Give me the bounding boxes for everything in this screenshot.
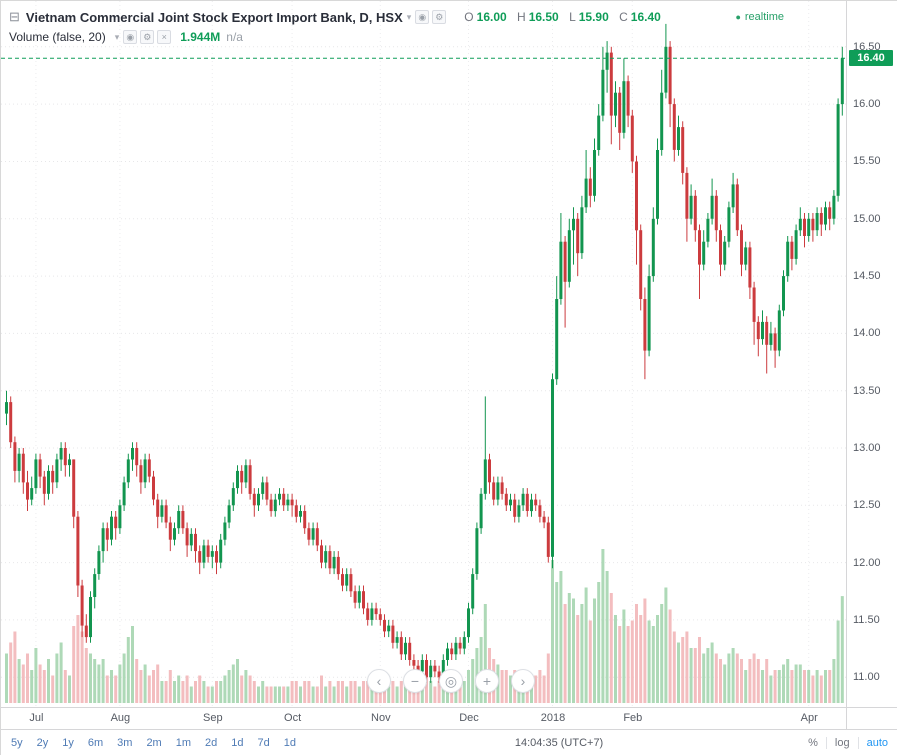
price-axis[interactable]: 16.40 16.50 16.00 15.50 15.00 14.50 14.00 13.5… — [846, 1, 897, 707]
chevron-left-button[interactable]: ‹ — [367, 669, 391, 693]
range-button-2m[interactable]: 2m — [146, 737, 162, 749]
volume-legend-row: Volume (false, 20) ▾ ◉ ⚙ × 1.944M n/a — [9, 27, 661, 47]
low-label: L — [569, 10, 576, 24]
reset-view-button[interactable]: ◎ — [439, 669, 463, 693]
price-axis-label: 11.00 — [853, 671, 880, 684]
time-axis-label: Feb — [623, 712, 643, 724]
eye-icon[interactable]: ◉ — [123, 30, 138, 44]
close-label: C — [619, 10, 628, 24]
time-axis[interactable]: Jul Aug Sep Oct Nov Dec 2018 Feb Apr — [1, 707, 846, 729]
clock[interactable]: 14:04:35 (UTC+7) — [514, 737, 604, 749]
range-buttons: 5y 2y 1y 6m 3m 2m 1m 2d 1d 7d 1d — [1, 737, 310, 749]
range-button-5y[interactable]: 5y — [11, 737, 23, 749]
log-scale-button[interactable]: log — [834, 737, 850, 749]
zoom-in-button[interactable]: + — [475, 669, 499, 693]
time-axis-label: Apr — [800, 712, 818, 724]
grid-layer — [1, 1, 846, 707]
volume-value: 1.944M — [180, 30, 221, 44]
close-icon[interactable]: × — [157, 30, 172, 44]
symbol-legend-row: ⊟ Vietnam Commercial Joint Stock Export … — [9, 7, 661, 27]
zoom-out-button[interactable]: − — [403, 669, 427, 693]
time-axis-label: 2018 — [540, 712, 566, 724]
gear-icon[interactable]: ⚙ — [140, 30, 155, 44]
eye-icon[interactable]: ◉ — [415, 10, 430, 24]
price-axis-label: 15.50 — [853, 155, 881, 168]
time-axis-label: Aug — [110, 712, 131, 724]
low-value: 15.90 — [578, 10, 609, 24]
range-button-6m[interactable]: 6m — [87, 737, 104, 749]
symbol-title[interactable]: Vietnam Commercial Joint Stock Export Im… — [25, 9, 403, 25]
chart-nav-cluster: ‹ − ◎ + › — [361, 669, 541, 693]
realtime-dot-icon: ● — [735, 12, 741, 22]
scale-controls: % log auto — [808, 737, 897, 749]
time-axis-label: Dec — [459, 712, 479, 724]
volume-layer — [5, 549, 844, 703]
price-axis-label: 12.50 — [853, 499, 881, 512]
range-button-2y[interactable]: 2y — [36, 737, 49, 749]
range-button-1d[interactable]: 1d — [283, 737, 296, 749]
price-axis-label: 15.00 — [853, 212, 881, 225]
last-price-badge: 16.40 — [849, 50, 893, 67]
realtime-indicator: ● realtime — [735, 11, 784, 23]
open-value: 16.00 — [476, 10, 507, 24]
ohlc-readout: O 16.00 H 16.50 L 15.90 C 16.40 — [457, 10, 661, 24]
range-button-7d[interactable]: 7d — [257, 737, 270, 749]
time-axis-label: Sep — [203, 712, 223, 724]
high-value: 16.50 — [528, 10, 559, 24]
range-button-3m[interactable]: 3m — [117, 737, 133, 749]
price-axis-label: 13.50 — [853, 384, 881, 397]
time-axis-label: Nov — [371, 712, 391, 724]
divider — [825, 737, 827, 749]
range-button-2d[interactable]: 2d — [205, 737, 218, 749]
bottom-toolbar: 5y 2y 1y 6m 3m 2m 1m 2d 1d 7d 1d 14:04:35 (UTC+7) … — [1, 729, 897, 755]
instrument-icon: ⊟ — [9, 9, 20, 24]
high-label: H — [517, 10, 526, 24]
chart-legend: ⊟ Vietnam Commercial Joint Stock Export … — [9, 7, 661, 47]
range-button-1y[interactable]: 1y — [62, 737, 74, 749]
range-button-1d[interactable]: 1d — [231, 737, 244, 749]
auto-scale-button[interactable]: auto — [866, 737, 888, 749]
price-axis-label: 16.50 — [853, 40, 881, 53]
price-axis-label: 13.00 — [853, 441, 881, 454]
close-value: 16.40 — [630, 10, 661, 24]
divider — [857, 737, 859, 749]
axis-corner — [846, 707, 897, 729]
chevron-right-button[interactable]: › — [511, 669, 535, 693]
chevron-down-icon[interactable]: ▾ — [114, 31, 120, 42]
candles-layer — [5, 23, 844, 683]
time-axis-label: Oct — [284, 712, 302, 724]
price-axis-label: 11.50 — [853, 613, 880, 626]
price-axis-label: 14.00 — [853, 327, 881, 340]
chart-canvas[interactable] — [1, 1, 846, 707]
volume-ma-value: n/a — [226, 30, 243, 44]
price-axis-label: 16.00 — [853, 98, 881, 111]
gear-icon[interactable]: ⚙ — [432, 10, 447, 24]
chevron-down-icon[interactable]: ▾ — [406, 11, 412, 22]
realtime-label: realtime — [744, 11, 784, 23]
price-axis-label: 14.50 — [853, 270, 881, 283]
time-axis-label: Jul — [29, 712, 44, 724]
range-button-1m[interactable]: 1m — [175, 737, 191, 749]
volume-study-title[interactable]: Volume (false, 20) — [9, 30, 106, 44]
price-axis-label: 12.00 — [853, 556, 881, 569]
percent-scale-button[interactable]: % — [808, 737, 818, 749]
candlestick-chart[interactable]: ⊟ Vietnam Commercial Joint Stock Export … — [1, 1, 846, 707]
open-label: O — [464, 10, 474, 24]
